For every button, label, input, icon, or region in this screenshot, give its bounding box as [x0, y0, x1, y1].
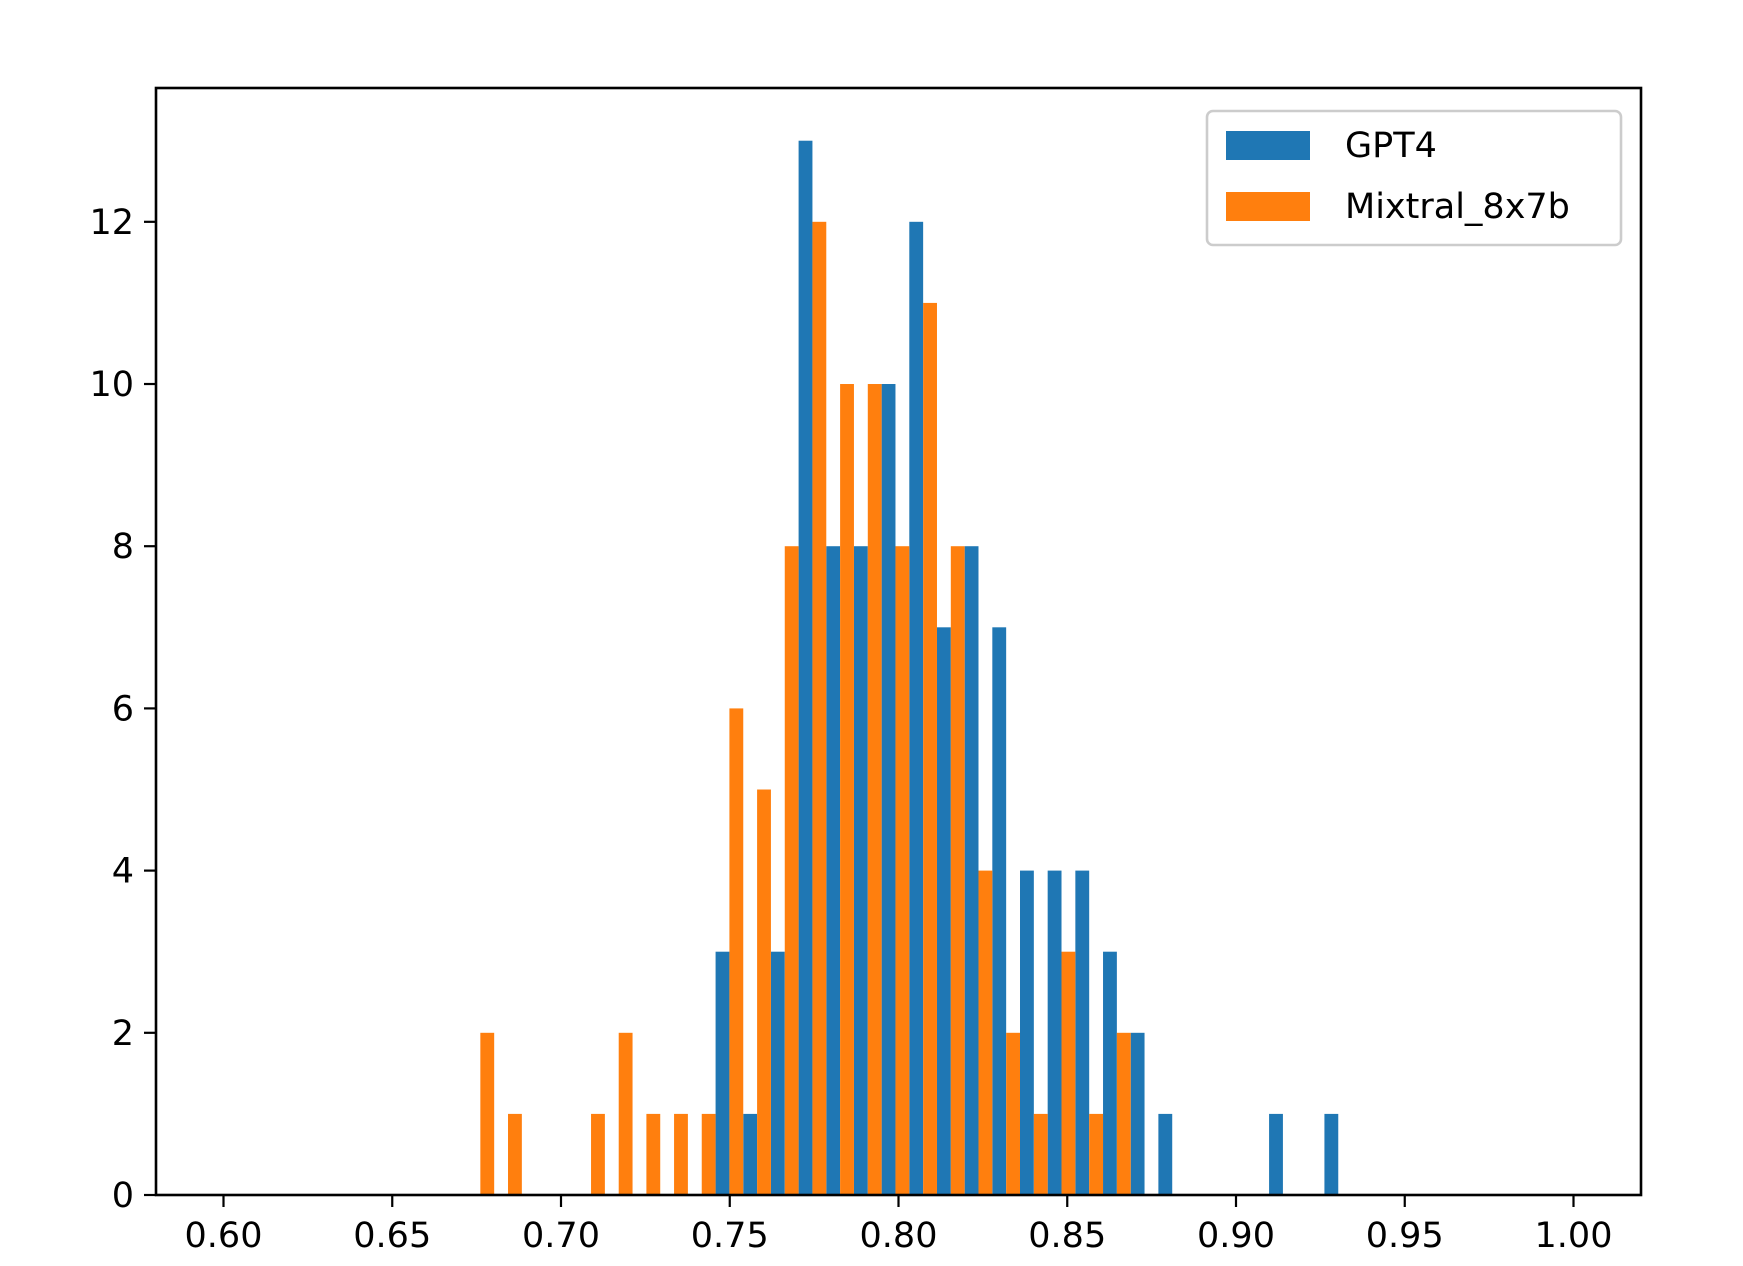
legend: GPT4 Mixtral_8x7b [1205, 109, 1623, 247]
y-axis: 0 2 4 6 8 10 12 [89, 203, 156, 1216]
bar-gpt4-bin-17 [936, 627, 951, 1195]
y-tick-label-5: 10 [89, 365, 134, 405]
bar-mixtral-8x7b-bin-18 [978, 870, 993, 1195]
bar-gpt4-bin-31 [1324, 1113, 1339, 1195]
y-tick-label-0: 0 [112, 1176, 134, 1216]
x-tick-label-4: 0.80 [860, 1216, 938, 1256]
bar-mixtral-8x7b-bin-8 [701, 1113, 716, 1195]
legend-label-mixtral-8x7b: Mixtral_8x7b [1345, 187, 1570, 227]
bar-gpt4-bin-24 [1130, 1032, 1145, 1195]
x-tick-label-8: 1.00 [1535, 1216, 1613, 1256]
x-tick-label-1: 0.65 [353, 1216, 431, 1256]
bar-mixtral-8x7b-bin-1 [508, 1113, 522, 1195]
bar-gpt4-bin-21 [1047, 870, 1062, 1195]
bar-mixtral-8x7b-bin-21 [1061, 951, 1076, 1195]
bar-gpt4-bin-22 [1075, 870, 1090, 1195]
legend-swatch-gpt4 [1226, 131, 1310, 160]
bar-gpt4-bin-14 [853, 546, 868, 1195]
x-tick-label-5: 0.85 [1028, 1216, 1106, 1256]
x-tick-label-3: 0.75 [691, 1216, 769, 1256]
bar-mixtral-8x7b-bin-7 [674, 1113, 688, 1195]
bar-mixtral-8x7b-bin-17 [950, 546, 965, 1195]
bar-mixtral-8x7b-bin-15 [895, 546, 910, 1195]
bar-gpt4-bin-9 [715, 951, 730, 1195]
x-axis: 0.60 0.65 0.70 0.75 0.80 0.85 0.90 0.95 1.00 [185, 1195, 1613, 1256]
legend-swatch-mixtral-8x7b [1226, 192, 1310, 221]
x-tick-label-7: 0.95 [1366, 1216, 1444, 1256]
bar-mixtral-8x7b-bin-22 [1089, 1113, 1104, 1195]
bar-mixtral-8x7b-bin-13 [840, 384, 854, 1195]
bar-gpt4-bin-12 [798, 140, 813, 1196]
y-tick-label-1: 2 [112, 1014, 134, 1054]
y-tick-label-3: 6 [112, 689, 134, 729]
legend-label-gpt4: GPT4 [1345, 126, 1437, 166]
bar-mixtral-8x7b-bin-19 [1006, 1032, 1020, 1195]
bar-mixtral-8x7b-bin-6 [646, 1113, 661, 1195]
bar-mixtral-8x7b-bin-10 [757, 789, 771, 1195]
bar-gpt4-bin-19 [992, 627, 1007, 1195]
y-tick-label-4: 8 [112, 527, 134, 567]
bar-gpt4-bin-20 [1020, 870, 1034, 1195]
bar-gpt4-bin-16 [909, 221, 924, 1195]
bar-gpt4-bin-25 [1158, 1113, 1173, 1195]
bar-mixtral-8x7b-bin-14 [867, 384, 882, 1195]
bar-gpt4-bin-11 [770, 951, 785, 1195]
bar-gpt4-bin-23 [1103, 951, 1117, 1195]
bar-mixtral-8x7b-bin-0 [480, 1032, 495, 1195]
bar-mixtral-8x7b-bin-5 [618, 1032, 633, 1195]
bar-mixtral-8x7b-bin-12 [812, 221, 827, 1195]
y-tick-label-6: 12 [89, 203, 134, 243]
bar-mixtral-8x7b-bin-4 [591, 1113, 605, 1195]
bar-mixtral-8x7b-bin-23 [1116, 1032, 1131, 1195]
x-tick-label-6: 0.90 [1197, 1216, 1275, 1256]
bar-gpt4-bin-18 [964, 546, 979, 1195]
bar-mixtral-8x7b-bin-20 [1033, 1113, 1048, 1195]
legend-box [1205, 109, 1623, 247]
y-tick-label-2: 4 [112, 852, 134, 892]
bar-mixtral-8x7b-bin-11 [784, 546, 799, 1195]
x-tick-label-2: 0.70 [522, 1216, 600, 1256]
x-tick-label-0: 0.60 [185, 1216, 263, 1256]
bar-gpt4-bin-13 [826, 546, 841, 1195]
bars-group [480, 140, 1339, 1196]
bar-gpt4-bin-15 [881, 384, 896, 1195]
bar-mixtral-8x7b-bin-16 [923, 302, 937, 1195]
bar-gpt4-bin-10 [743, 1113, 758, 1195]
bar-gpt4-bin-29 [1269, 1113, 1283, 1195]
bar-mixtral-8x7b-bin-9 [729, 708, 744, 1195]
